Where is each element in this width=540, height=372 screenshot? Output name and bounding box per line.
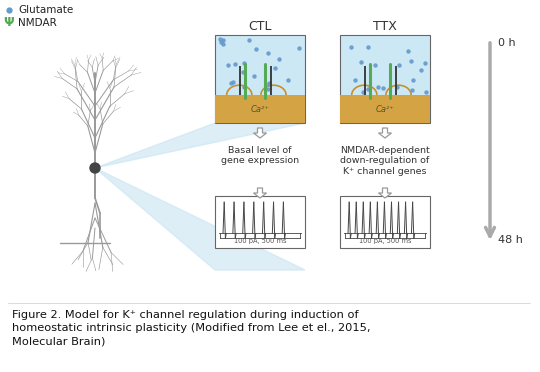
Polygon shape xyxy=(253,128,267,138)
Text: Molecular Brain): Molecular Brain) xyxy=(12,336,105,346)
FancyBboxPatch shape xyxy=(340,95,430,123)
Text: NMDAR: NMDAR xyxy=(18,18,57,28)
Text: 0 h: 0 h xyxy=(498,38,516,48)
FancyBboxPatch shape xyxy=(215,95,305,123)
Text: Ca²⁺: Ca²⁺ xyxy=(251,105,269,113)
FancyBboxPatch shape xyxy=(215,196,305,248)
FancyBboxPatch shape xyxy=(340,196,430,248)
Text: 48 h: 48 h xyxy=(498,235,523,245)
Text: homeostatic intrinsic plasticity (Modified from Lee et el., 2015,: homeostatic intrinsic plasticity (Modifi… xyxy=(12,323,370,333)
Text: NMDAR-dependent
down-regulation of
K⁺ channel genes: NMDAR-dependent down-regulation of K⁺ ch… xyxy=(340,146,430,176)
Text: Basal level of
gene expression: Basal level of gene expression xyxy=(221,146,299,166)
Circle shape xyxy=(90,163,100,173)
Polygon shape xyxy=(379,188,392,198)
Text: CTL: CTL xyxy=(248,20,272,33)
Text: Figure 2. Model for K⁺ channel regulation during induction of: Figure 2. Model for K⁺ channel regulatio… xyxy=(12,310,359,320)
Text: 100 pA, 500 ms: 100 pA, 500 ms xyxy=(359,238,411,244)
FancyBboxPatch shape xyxy=(340,35,430,123)
Text: 100 pA, 500 ms: 100 pA, 500 ms xyxy=(234,238,286,244)
Text: Ca²⁺: Ca²⁺ xyxy=(376,105,394,113)
Polygon shape xyxy=(253,188,267,198)
Text: TTX: TTX xyxy=(373,20,397,33)
FancyBboxPatch shape xyxy=(215,35,305,123)
Polygon shape xyxy=(95,123,305,168)
Polygon shape xyxy=(379,128,392,138)
Text: Glutamate: Glutamate xyxy=(18,5,73,15)
Text: Ψ: Ψ xyxy=(4,16,15,29)
Polygon shape xyxy=(95,168,305,270)
